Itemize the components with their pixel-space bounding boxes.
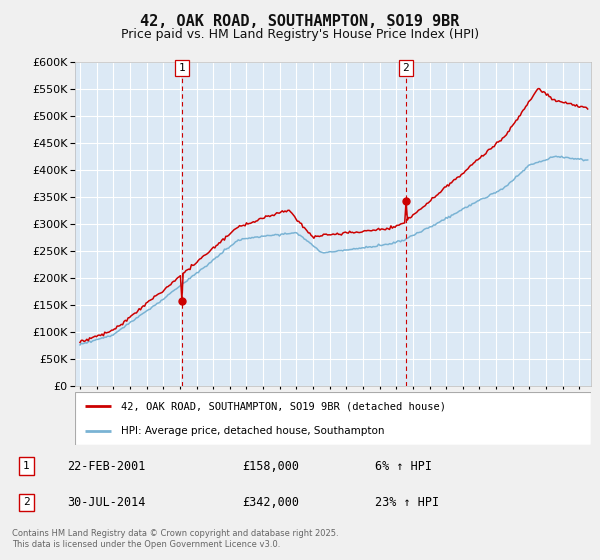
Text: 1: 1	[179, 63, 185, 73]
Text: 2: 2	[403, 63, 409, 73]
Text: Contains HM Land Registry data © Crown copyright and database right 2025.
This d: Contains HM Land Registry data © Crown c…	[12, 529, 338, 549]
Text: 42, OAK ROAD, SOUTHAMPTON, SO19 9BR (detached house): 42, OAK ROAD, SOUTHAMPTON, SO19 9BR (det…	[121, 402, 446, 412]
Text: HPI: Average price, detached house, Southampton: HPI: Average price, detached house, Sout…	[121, 426, 385, 436]
Text: 23% ↑ HPI: 23% ↑ HPI	[375, 496, 439, 509]
FancyBboxPatch shape	[75, 392, 591, 445]
Text: 1: 1	[23, 461, 30, 471]
Text: 22-FEB-2001: 22-FEB-2001	[67, 460, 145, 473]
Text: 6% ↑ HPI: 6% ↑ HPI	[375, 460, 432, 473]
Text: Price paid vs. HM Land Registry's House Price Index (HPI): Price paid vs. HM Land Registry's House …	[121, 28, 479, 41]
Text: £342,000: £342,000	[242, 496, 299, 509]
Text: £158,000: £158,000	[242, 460, 299, 473]
Text: 42, OAK ROAD, SOUTHAMPTON, SO19 9BR: 42, OAK ROAD, SOUTHAMPTON, SO19 9BR	[140, 14, 460, 29]
Text: 2: 2	[23, 497, 30, 507]
Text: 30-JUL-2014: 30-JUL-2014	[67, 496, 145, 509]
